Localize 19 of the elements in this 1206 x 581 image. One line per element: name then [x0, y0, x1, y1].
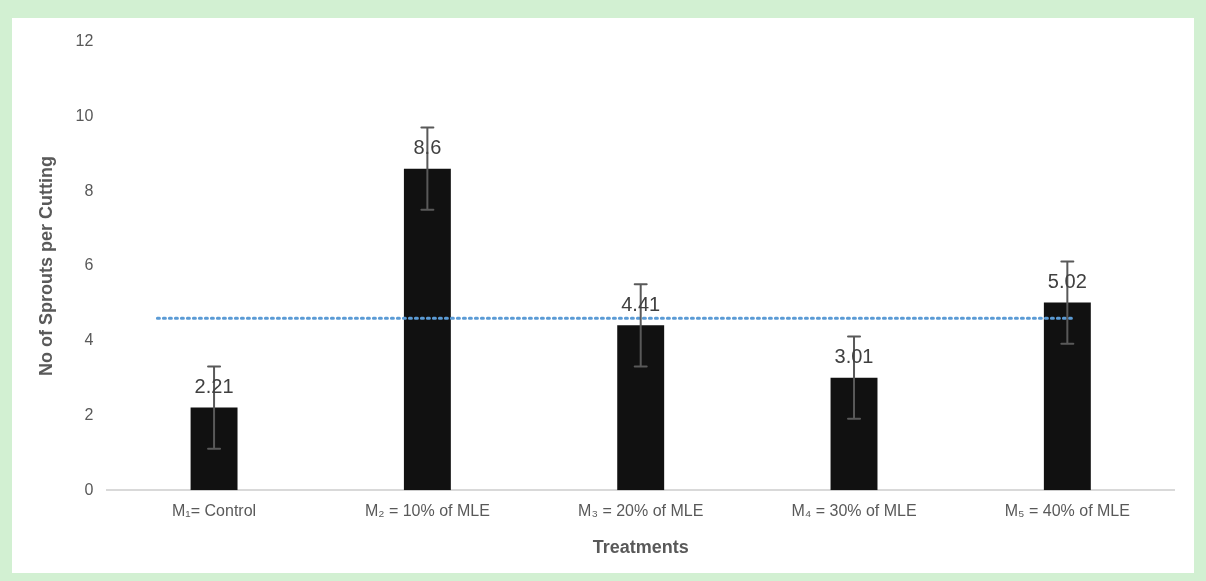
bar [403, 168, 451, 491]
y-tick-label: 2 [84, 405, 94, 423]
bar [830, 377, 878, 491]
x-tick-label: M₃ = 20% of MLE [578, 502, 704, 520]
y-axis-title: No of Sprouts per Cutting [35, 155, 56, 376]
y-tick-label: 6 [84, 256, 94, 274]
x-tick-label: M₁= Control [172, 502, 257, 520]
y-tick-label: 10 [75, 106, 94, 124]
x-tick-label: M₄ = 30% of MLE [791, 502, 917, 520]
bar [1043, 302, 1091, 491]
y-tick-label: 8 [84, 181, 94, 199]
y-tick-label: 4 [84, 331, 94, 349]
y-tick-label: 0 [84, 480, 94, 498]
bar [617, 325, 665, 491]
x-tick-label: M₅ = 40% of MLE [1004, 502, 1130, 520]
x-axis-title: Treatments [592, 537, 689, 558]
x-tick-label: M₂ = 10% of MLE [364, 502, 490, 520]
bar [190, 407, 238, 491]
y-tick-label: 12 [75, 32, 94, 50]
